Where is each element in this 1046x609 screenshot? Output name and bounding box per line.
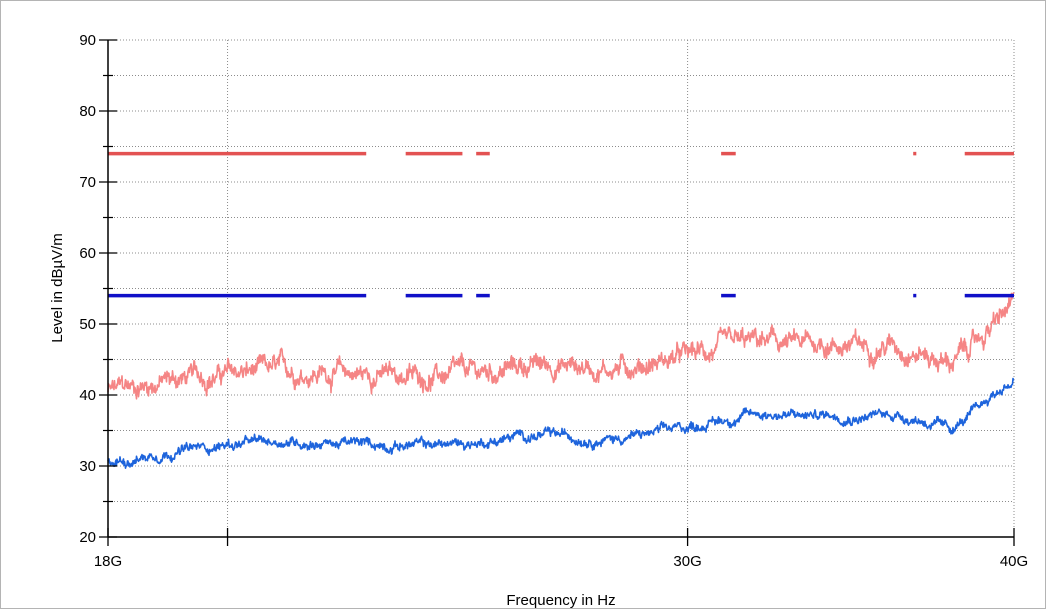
- y-tick-label: 30: [79, 458, 96, 475]
- series-layer: [107, 292, 1015, 469]
- y-tick-label: 50: [79, 316, 96, 333]
- x-axis-title: Frequency in Hz: [506, 592, 615, 609]
- y-axis-title: Level in dBµV/m: [49, 233, 66, 343]
- y-tick-label: 80: [79, 103, 96, 120]
- y-tick-label: 90: [79, 32, 96, 49]
- x-tick-label: 40G: [1000, 553, 1028, 570]
- y-tick-label: 20: [79, 529, 96, 546]
- y-tick-label: 40: [79, 387, 96, 404]
- tick-labels: 20 30 40 50 60 70 80 90 18G 30G 40G: [79, 32, 1028, 570]
- trace-line-1: [107, 292, 1015, 400]
- y-tick-label: 70: [79, 174, 96, 191]
- x-tick-label: 30G: [673, 553, 701, 570]
- y-tick-label: 60: [79, 245, 96, 262]
- axes: [99, 39, 1015, 546]
- x-tick-label: 18G: [94, 553, 122, 570]
- limit-lines-layer: [108, 151, 1014, 298]
- trace-line-2: [107, 377, 1015, 469]
